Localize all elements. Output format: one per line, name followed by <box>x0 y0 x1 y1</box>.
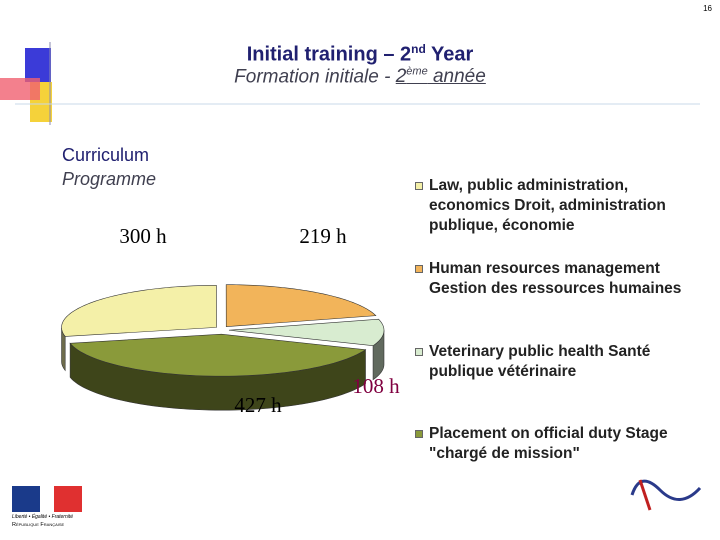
logo <box>630 479 702 501</box>
slice <box>61 285 217 337</box>
logo-motto: Liberté • Égalité • Fraternité <box>12 514 74 520</box>
legend-swatch <box>415 182 423 190</box>
legend-label: Law, public administration, economics Dr… <box>429 177 666 234</box>
slice <box>228 318 385 347</box>
logo <box>638 479 652 511</box>
legend-swatch <box>415 265 423 273</box>
subtitle-text: 2 <box>395 66 407 88</box>
legend-item: Veterinary public health Santé publique … <box>415 342 709 382</box>
legend-item: Placement on official duty Stage "chargé… <box>415 424 709 464</box>
slice <box>225 284 377 327</box>
legend-item: Law, public administration, economics Dr… <box>415 176 709 236</box>
title-text: Initial training – 2 <box>246 43 412 66</box>
data-label: 300 h <box>119 224 167 248</box>
slide-number: 16 <box>703 4 712 13</box>
subtitle-text: année <box>427 66 486 88</box>
section-en: Curriculum <box>62 145 150 165</box>
legend-label: Veterinary public health Santé publique … <box>429 343 651 380</box>
data-label: 219 h <box>299 224 347 248</box>
subtitle-text: 2ème année <box>396 66 486 87</box>
data-label: 108 h <box>352 374 400 398</box>
legend-swatch <box>415 348 423 356</box>
legend-item: Human resources management Gestion des r… <box>415 259 709 299</box>
section-fr: Programme <box>62 169 157 189</box>
logo <box>40 486 54 512</box>
legend-label: Placement on official duty Stage "chargé… <box>429 425 668 462</box>
data-label: 427 h <box>234 393 282 417</box>
title-sup: nd <box>411 42 426 56</box>
slice <box>69 333 367 377</box>
legend-swatch <box>415 430 423 438</box>
logo-name: République Française <box>12 522 65 528</box>
deco-square <box>25 48 51 82</box>
deco-square <box>0 78 40 100</box>
title: Initial training – 2nd Year <box>0 42 720 67</box>
subtitle-text: Formation initiale - <box>234 66 396 88</box>
title-text: Year <box>425 43 474 66</box>
legend-label: Human resources management Gestion des r… <box>429 260 682 297</box>
subtitle-sup: ème <box>406 66 428 78</box>
subtitle: Formation initiale - 2ème année <box>0 66 720 88</box>
